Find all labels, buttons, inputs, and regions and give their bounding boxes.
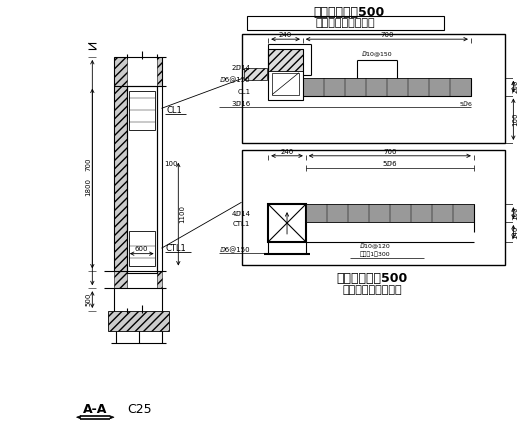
Text: 500: 500	[85, 293, 91, 306]
Bar	[129, 231, 154, 266]
Text: 100: 100	[512, 207, 518, 220]
Text: 600: 600	[135, 246, 149, 252]
Text: 1800: 1800	[85, 178, 91, 196]
Bar	[303, 78, 471, 96]
Text: 4ⅅ14: 4ⅅ14	[232, 211, 251, 217]
Text: 700: 700	[85, 157, 91, 171]
Text: 5ⅅ6: 5ⅅ6	[382, 161, 397, 167]
Bar	[272, 73, 299, 94]
Text: 3ⅅ16: 3ⅅ16	[231, 101, 251, 107]
Text: CTL1: CTL1	[166, 244, 186, 253]
Polygon shape	[110, 416, 114, 419]
Text: 5ⅅ6: 5ⅅ6	[459, 102, 472, 107]
Bar	[114, 271, 127, 288]
Text: CL1: CL1	[237, 89, 251, 95]
Text: 梁端锚入墙内500: 梁端锚入墙内500	[314, 6, 385, 19]
Polygon shape	[77, 416, 80, 419]
Bar	[247, 17, 444, 30]
Text: A-A: A-A	[83, 403, 107, 416]
Bar	[268, 204, 306, 242]
Text: CTL1: CTL1	[233, 221, 251, 227]
Bar	[108, 311, 169, 331]
Bar	[243, 68, 267, 80]
Bar	[156, 57, 162, 86]
Bar	[241, 150, 506, 265]
Text: 240: 240	[280, 149, 294, 155]
Bar	[129, 91, 154, 130]
Bar	[127, 86, 156, 274]
Text: 梁端锚入墙内500: 梁端锚入墙内500	[336, 272, 408, 285]
Bar	[114, 57, 127, 86]
Text: ⅅ6@150: ⅅ6@150	[220, 246, 251, 253]
Text: 或锚入两端构造柱内: 或锚入两端构造柱内	[315, 18, 375, 28]
Bar	[306, 204, 474, 222]
Bar	[268, 49, 303, 101]
Text: 240: 240	[279, 32, 292, 38]
Text: C25: C25	[127, 403, 152, 416]
Text: 700: 700	[380, 32, 394, 38]
Text: 140: 140	[512, 225, 518, 239]
Text: 100: 100	[512, 113, 518, 126]
Text: 100: 100	[165, 161, 178, 167]
Text: 或锚入两端构造柱内: 或锚入两端构造柱内	[342, 285, 402, 295]
Text: ⅅ10@150: ⅅ10@150	[362, 52, 392, 58]
Bar	[156, 271, 162, 288]
Bar	[114, 86, 127, 271]
Text: ⅅ10@120: ⅅ10@120	[359, 244, 391, 249]
Text: ⅅ6@150: ⅅ6@150	[220, 76, 251, 83]
Bar	[268, 49, 303, 71]
Text: 2ⅅ14: 2ⅅ14	[232, 65, 251, 71]
Text: 锡入梁1内300: 锡入梁1内300	[359, 252, 390, 257]
Text: 700: 700	[383, 149, 397, 155]
Text: 1100: 1100	[179, 205, 185, 223]
Bar	[241, 34, 506, 143]
Text: 200: 200	[512, 80, 518, 93]
Text: CL1: CL1	[166, 106, 182, 115]
